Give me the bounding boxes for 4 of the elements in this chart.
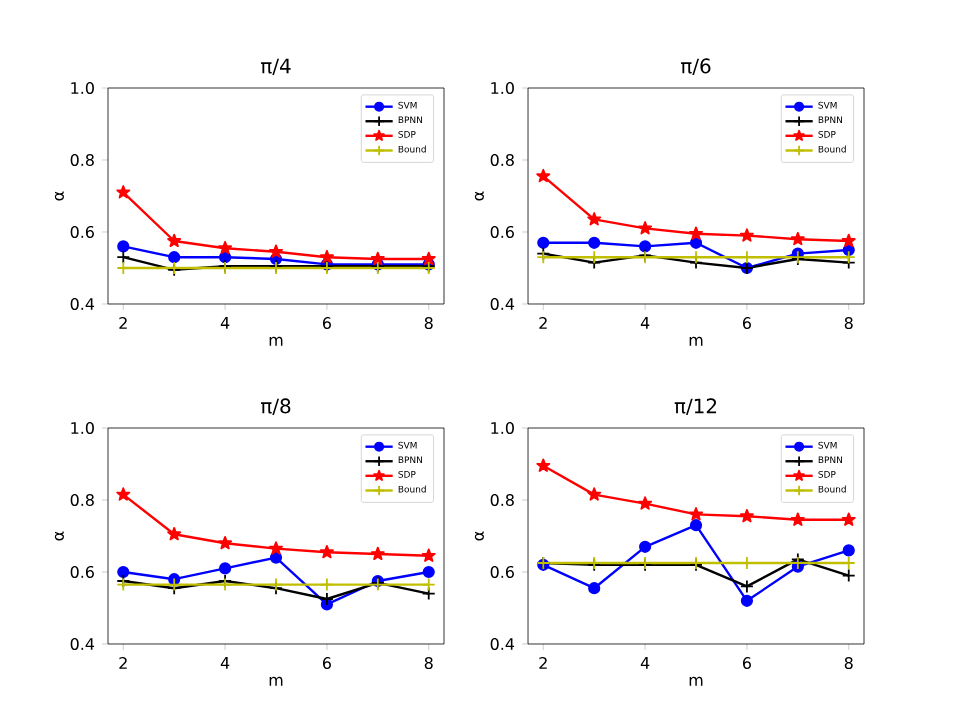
chart-title: π/12 — [674, 398, 717, 416]
chart-title: π/6 — [681, 58, 711, 75]
chart-title: π/8 — [261, 398, 291, 416]
chart-title: π/4 — [261, 58, 291, 75]
